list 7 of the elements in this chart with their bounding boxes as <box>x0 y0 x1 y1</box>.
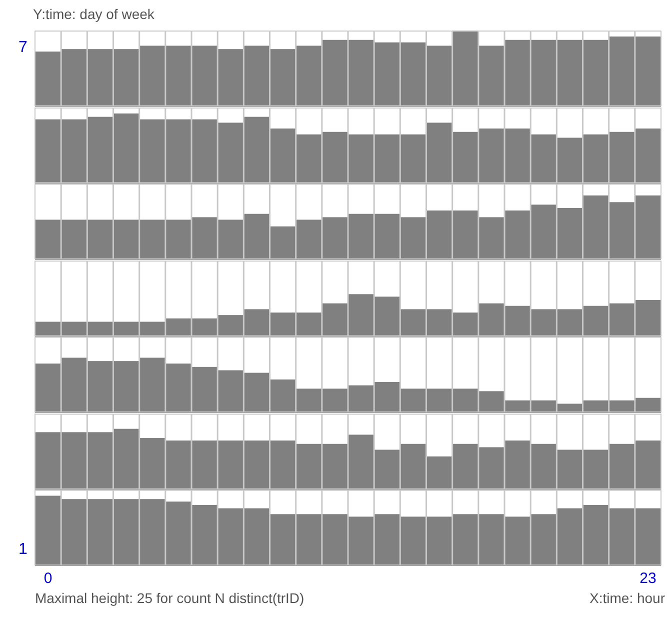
x-tick-label: 23 <box>640 570 656 587</box>
y-tick-label: 7 <box>18 38 28 56</box>
text: Maximal height: 25 for count N distinct(trID) <box>35 590 304 606</box>
y-tick-label: 1 <box>18 540 28 558</box>
y-axis-title: Y:time: day of week <box>33 6 156 22</box>
x-tick-label: 0 <box>44 570 52 587</box>
x-axis-title: X:time: hour <box>590 590 666 606</box>
